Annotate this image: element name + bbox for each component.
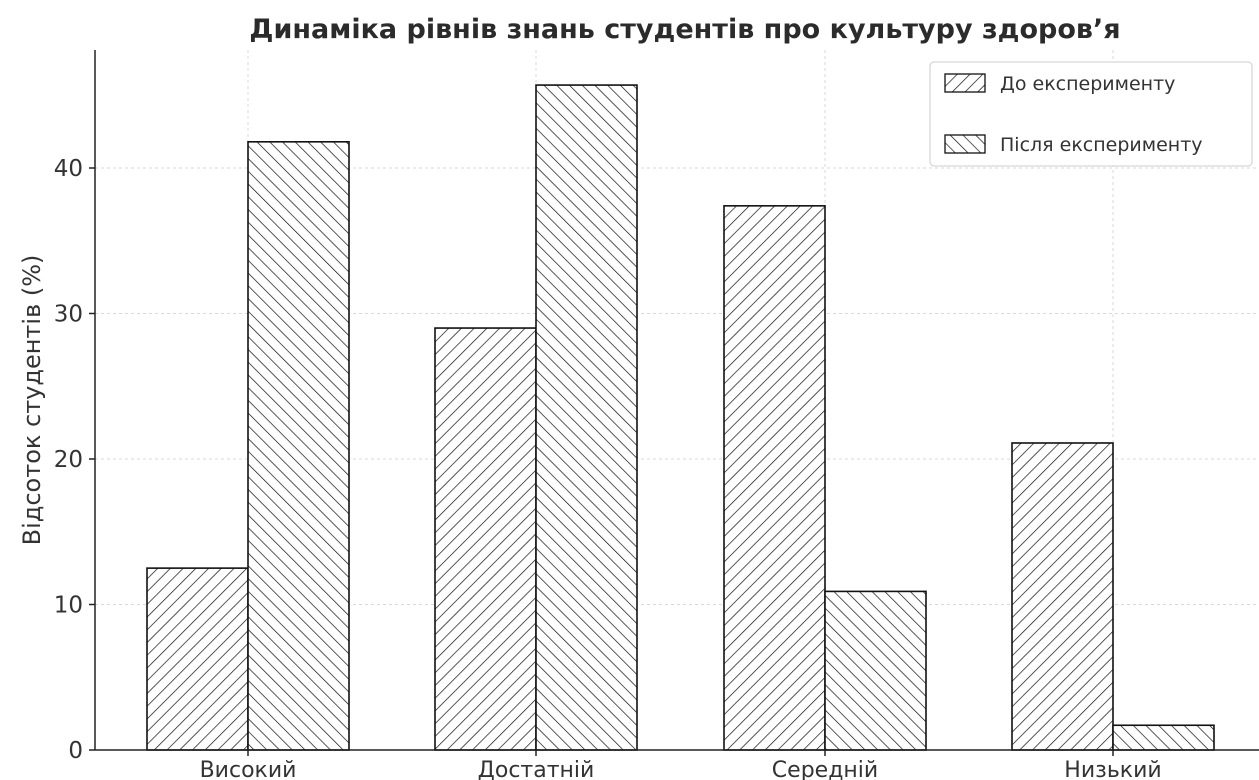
- x-tick-label-1: Достатній: [478, 758, 595, 780]
- x-tick-label-0: Високий: [200, 758, 297, 780]
- legend-label-before: До експерименту: [1000, 73, 1175, 95]
- bar-after-3: [1112, 724, 1215, 751]
- legend-swatch-before: [944, 73, 986, 93]
- y-tick-label-4: 40: [54, 156, 83, 182]
- x-tick-labels: Високий Достатній Середній Низький: [200, 750, 1162, 780]
- legend-label-after: Після експерименту: [1000, 134, 1203, 156]
- x-tick-label-2: Середній: [772, 758, 878, 780]
- y-axis-label: Відсоток студентів (%): [18, 255, 46, 546]
- bar-after-1: [535, 84, 638, 751]
- axes: [94, 50, 1259, 751]
- bar-after-0: [247, 141, 350, 751]
- bar-before-3: [1011, 442, 1114, 751]
- bar-after-2: [824, 590, 927, 751]
- y-tick-label-0: 0: [68, 738, 83, 764]
- bar-before-0: [146, 567, 249, 751]
- legend-swatch-after: [944, 134, 986, 154]
- x-tick-label-3: Низький: [1064, 758, 1161, 780]
- y-ticks: 0 10 20 30 40: [54, 156, 95, 764]
- y-tick-label-1: 10: [54, 593, 83, 619]
- bar-before-2: [723, 205, 826, 751]
- legend-box: [929, 61, 1253, 167]
- y-tick-label-2: 20: [54, 447, 83, 473]
- bar-before-1: [434, 327, 537, 751]
- legend: До експерименту Після експерименту: [929, 61, 1253, 167]
- bars: [146, 84, 1215, 751]
- chart-title: Динаміка рівнів знань студентів про куль…: [249, 14, 1120, 45]
- y-tick-label-3: 30: [54, 302, 83, 328]
